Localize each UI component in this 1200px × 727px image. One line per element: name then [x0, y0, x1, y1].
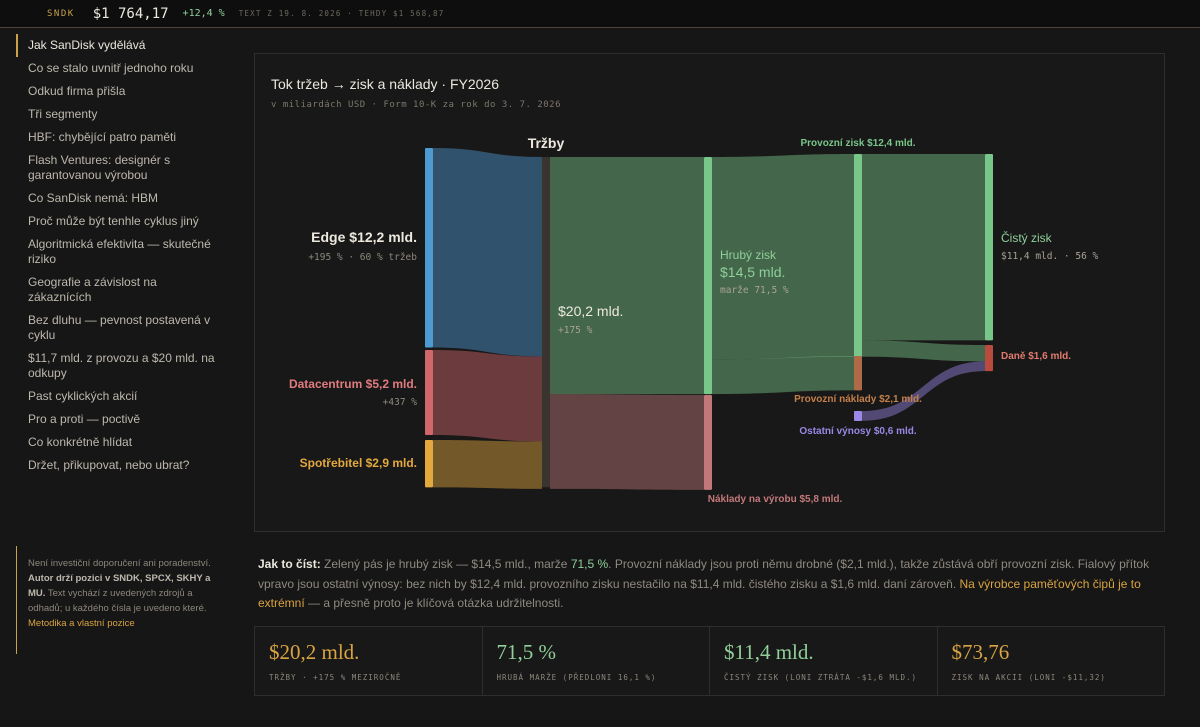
sidebar-item[interactable]: Co SanDisk nemá: HBM	[28, 191, 159, 205]
sankey-node-datacenter	[425, 350, 433, 436]
kpi-label: Tržby · +175 % meziročně	[269, 673, 402, 682]
sankey-node-gross	[704, 157, 712, 395]
kpi-value: $73,76	[951, 640, 1010, 664]
explain-text-1: Zelený pás je hrubý zisk — $14,5 mld., m…	[320, 557, 571, 571]
kpi-value: 71,5 %	[496, 640, 557, 664]
sankey-node-opex	[854, 356, 862, 391]
chart-title: Tok tržeb → zisk a náklady · FY2026	[271, 76, 499, 92]
explain-highlight: Na výrobce paměťových čipů je to extrémn…	[258, 576, 1141, 611]
disclaimer: Není investiční doporučení ani poradenst…	[16, 546, 212, 654]
sankey-node-revenue	[542, 157, 550, 488]
kpi-card: 71,5 % Hrubá marže (předloni 16,1 %)	[483, 627, 710, 695]
kpi-card: $73,76 Zisk na akcii (loni -$11,32)	[938, 627, 1165, 695]
label-gross: Hrubý zisk	[720, 248, 777, 262]
sankey-node-opinc	[854, 154, 862, 357]
sankey-link	[433, 148, 542, 357]
sidebar-item[interactable]: Proč může být tenhle cyklus jiný	[28, 214, 199, 228]
kpi-card: $11,4 mld. Čistý zisk (loni ztráta -$1,6 …	[710, 627, 938, 695]
label-revenue-header: Tržby	[528, 135, 565, 151]
sankey-link	[712, 356, 854, 395]
label-net: Čistý zisk	[1001, 230, 1053, 245]
label-opinc: Provozní zisk $12,4 mld.	[800, 138, 915, 149]
sankey-node-edge	[425, 148, 433, 348]
label-opex: Provozní náklady $2,1 mld.	[794, 394, 922, 405]
kpi-card: $20,2 mld. Tržby · +175 % meziročně	[255, 627, 483, 695]
sankey-node-net	[985, 154, 993, 341]
label-tax: Daně $1,6 mld.	[1001, 351, 1071, 362]
sankey-link	[712, 154, 854, 360]
sankey-node-tax	[985, 345, 993, 372]
label-revenue: $20,2 mld.	[558, 303, 623, 319]
kpi-value: $20,2 mld.	[269, 640, 360, 664]
ticker-symbol: SNDK	[47, 8, 75, 19]
sublabel-net: $11,4 mld. · 56 %	[1001, 251, 1099, 262]
sankey-chart: Edge $12,2 mld. +195 % · 60 % tržeb Datace…	[289, 135, 1099, 505]
methodology-link[interactable]: Metodika a vlastní pozice	[28, 618, 135, 629]
sublabel-edge: +195 % · 60 % tržeb	[308, 252, 417, 263]
explain-lead: Jak to číst:	[258, 557, 321, 571]
sublabel-gross: marže 71,5 %	[720, 285, 789, 296]
explain-text-3: — a přesně proto je klíčová otázka udrži…	[304, 596, 564, 610]
sidebar-item[interactable]: Algoritmická efektivita — skutečné rizik…	[28, 237, 211, 266]
sidebar-item[interactable]: Jak SanDisk vydělává	[16, 34, 216, 57]
sankey-link	[433, 440, 542, 489]
sankey-link	[862, 361, 985, 421]
sankey-link	[433, 350, 542, 442]
label-gross-value: $14,5 mld.	[720, 264, 785, 280]
sublabel-revenue: +175 %	[558, 325, 593, 336]
sidebar-item[interactable]: Flash Ventures: designér s garantovanou …	[28, 153, 171, 182]
sankey-link	[550, 394, 704, 490]
sankey-link	[550, 157, 704, 395]
kpi-label: Zisk na akcii (loni -$11,32)	[951, 673, 1106, 682]
sankey-nodes	[425, 148, 993, 490]
sidebar-item[interactable]: Past cyklických akcií	[28, 389, 138, 403]
disclaimer-text-2: Text vychází z uvedených zdrojů a odhadů…	[28, 588, 207, 614]
sankey-node-other	[854, 411, 862, 421]
sankey-link	[862, 154, 985, 341]
ticker-note: TEXT Z 19. 8. 2026 · TEHDY $1 568,87	[238, 9, 445, 18]
chart-explanation: Jak to číst: Zelený pás je hrubý zisk — …	[258, 555, 1163, 614]
sidebar-item[interactable]: Co konkrétně hlídat	[28, 435, 133, 449]
disclaimer-text-1: Není investiční doporučení ani poradenst…	[28, 558, 211, 569]
label-consumer: Spotřebitel $2,9 mld.	[300, 456, 417, 470]
sidebar-item[interactable]: Bez dluhu — pevnost postavená v cyklu	[28, 313, 211, 342]
label-edge: Edge $12,2 mld.	[311, 229, 417, 245]
explain-text-2: . Provozní náklady jsou proti němu drobn…	[258, 557, 1150, 591]
sankey-node-cogs	[704, 395, 712, 490]
sidebar-item[interactable]: HBF: chybějící patro paměti	[28, 130, 177, 144]
sankey-node-consumer	[425, 440, 433, 488]
sankey-links	[433, 148, 985, 490]
label-datacenter: Datacentrum $5,2 mld.	[289, 377, 417, 391]
sidebar-nav: Jak SanDisk vydělává Co se stalo uvnitř j…	[16, 34, 216, 477]
kpi-label: Hrubá marže (předloni 16,1 %)	[496, 673, 657, 682]
ticker-change: +12,4 %	[182, 8, 225, 19]
sublabel-datacenter: +437 %	[383, 397, 418, 408]
sankey-labels: Edge $12,2 mld. +195 % · 60 % tržeb Datace…	[289, 135, 1099, 505]
sidebar-item[interactable]: Odkud firma přišla	[28, 84, 126, 98]
sidebar-item[interactable]: Pro a proti — poctivě	[28, 412, 141, 426]
sankey-link	[862, 340, 985, 362]
sidebar-item[interactable]: Tři segmenty	[28, 107, 98, 121]
label-other: Ostatní výnosy $0,6 mld.	[799, 426, 916, 437]
sidebar-item[interactable]: Geografie a závislost na zákaznících	[28, 275, 157, 304]
kpi-label: Čistý zisk (loni ztráta -$1,6 mld.)	[724, 673, 918, 682]
sidebar-item[interactable]: Držet, přikupovat, nebo ubrat?	[28, 458, 190, 472]
sidebar-item[interactable]: $11,7 mld. z provozu a $20 mld. na odkup…	[28, 351, 215, 380]
sankey-card: Tok tržeb → zisk a náklady · FY2026 v mi…	[254, 53, 1165, 532]
kpi-value: $11,4 mld.	[724, 640, 814, 664]
explain-margin: 71,5 %	[570, 557, 609, 571]
ticker-price: $1 764,17	[92, 5, 169, 22]
disclaimer-positions: Autor drží pozici v SNDK, SPCX, SKHY a M…	[28, 573, 211, 599]
sidebar-item[interactable]: Co se stalo uvnitř jednoho roku	[28, 61, 194, 75]
ticker-bar: SNDK $1 764,17 +12,4 % TEXT Z 19. 8. 202…	[0, 0, 1200, 28]
label-cogs: Náklady na výrobu $5,8 mld.	[708, 494, 843, 505]
chart-subtitle: v miliardách USD · Form 10-K za rok do 3…	[271, 100, 562, 110]
kpi-strip: $20,2 mld. Tržby · +175 % meziročně 71,5 %…	[254, 626, 1165, 696]
